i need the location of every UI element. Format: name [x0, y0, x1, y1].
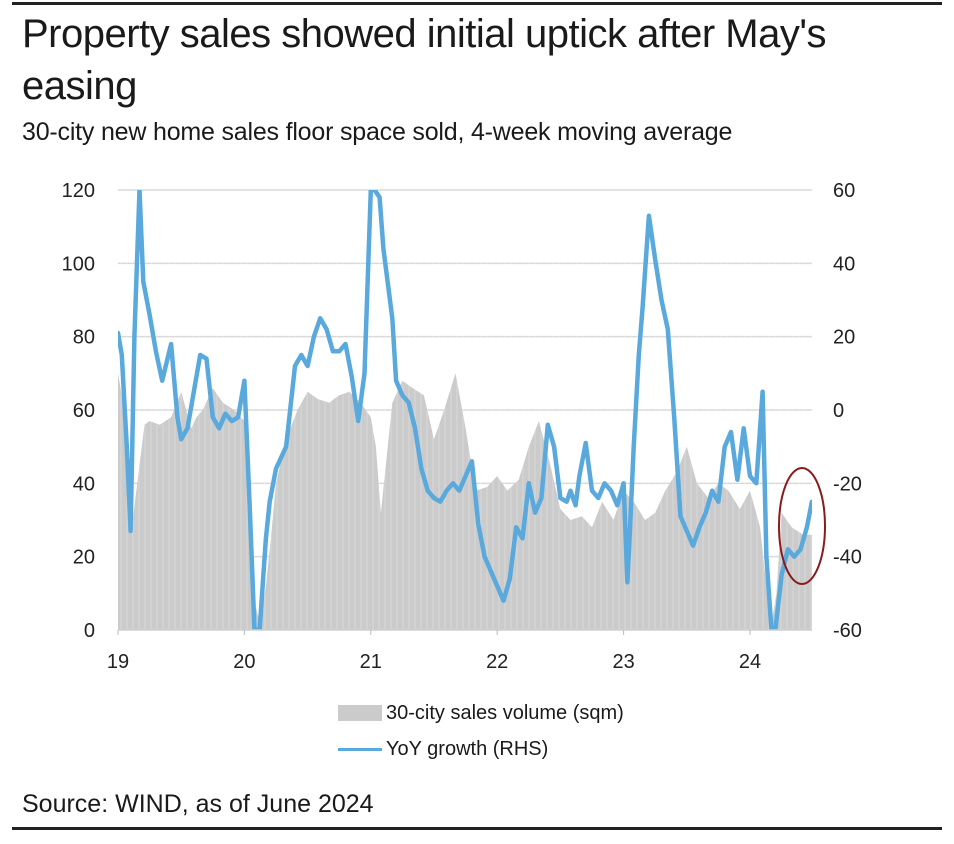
- x-axis: 19 20 21 22 23 24: [107, 629, 812, 673]
- chart-subtitle: 30-city new home sales floor space sold,…: [22, 118, 733, 146]
- x-tick-label: 23: [612, 651, 634, 673]
- y-left-tick-label: 40: [73, 473, 95, 495]
- highlight-ellipse: [778, 467, 826, 585]
- y-right-tick-label: 40: [833, 253, 855, 275]
- yoy-growth-layer: [118, 190, 812, 630]
- sales-volume-area: [118, 373, 812, 630]
- y-right-tick-label: 0: [833, 400, 844, 422]
- y-left-tick-label: 0: [84, 620, 95, 642]
- chart: 19 20 21 22 23 24 0 20 40 60 80 100 120 -60 -40 -20 0 2…: [62, 180, 862, 673]
- legend-swatch-line: [338, 747, 382, 751]
- legend-item-sales-volume: 30-city sales volume (sqm): [338, 695, 624, 731]
- y-right-tick-label: 20: [833, 327, 855, 349]
- legend-label: YoY growth (RHS): [386, 737, 549, 760]
- top-rule: [12, 2, 942, 5]
- y-left-tick-label: 120: [62, 180, 95, 202]
- x-tick-label: 24: [739, 651, 761, 673]
- x-tick-label: 20: [233, 651, 255, 673]
- x-tick-label: 21: [360, 651, 382, 673]
- y-left-tick-label: 60: [73, 400, 95, 422]
- legend: 30-city sales volume (sqm) YoY growth (R…: [338, 695, 624, 767]
- legend-item-yoy-growth: YoY growth (RHS): [338, 731, 624, 767]
- legend-label: 30-city sales volume (sqm): [386, 701, 624, 724]
- y-left-tick-label: 20: [73, 547, 95, 569]
- y-right-tick-label: -20: [833, 473, 862, 495]
- yoy-growth-line: [118, 190, 812, 630]
- legend-swatch-area: [338, 705, 382, 721]
- chart-title: Property sales showed initial uptick aft…: [22, 12, 827, 108]
- y-right-tick-label: 60: [833, 180, 855, 202]
- y-right-tick-label: -60: [833, 620, 862, 642]
- y-axis-left: 0 20 40 60 80 100 120: [62, 180, 95, 642]
- x-tick-label: 19: [107, 651, 129, 673]
- y-right-tick-label: -40: [833, 547, 862, 569]
- y-axis-right: -60 -40 -20 0 20 40 60: [833, 180, 862, 642]
- y-left-tick-label: 80: [73, 327, 95, 349]
- bottom-rule: [12, 827, 942, 830]
- source-note: Source: WIND, as of June 2024: [22, 790, 374, 818]
- y-left-tick-label: 100: [62, 253, 95, 275]
- x-tick-label: 22: [486, 651, 508, 673]
